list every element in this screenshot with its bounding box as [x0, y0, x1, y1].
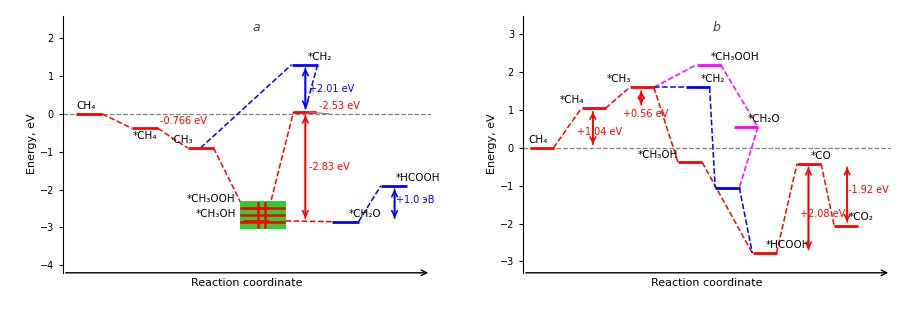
Text: *CH₂O: *CH₂O: [348, 209, 381, 219]
Text: *CH₃OOH: *CH₃OOH: [187, 194, 236, 204]
Text: a: a: [253, 21, 260, 34]
Text: +0.56 eV: +0.56 eV: [624, 109, 669, 119]
Text: *CH₃OH: *CH₃OH: [195, 209, 236, 219]
Text: *CH₄: *CH₄: [132, 131, 157, 141]
Text: +1.04 eV: +1.04 eV: [577, 127, 622, 137]
Text: *HCOOH: *HCOOH: [396, 173, 440, 183]
Text: -2.83 eV: -2.83 eV: [309, 162, 350, 172]
Text: *CH₃OH: *CH₃OH: [637, 150, 678, 160]
Text: *CH₂O: *CH₂O: [748, 114, 780, 124]
Text: -1.92 eV: -1.92 eV: [849, 184, 889, 195]
Text: *CH₃: *CH₃: [608, 74, 632, 84]
Text: -0.766 eV: -0.766 eV: [159, 116, 206, 126]
X-axis label: Reaction coordinate: Reaction coordinate: [652, 278, 763, 288]
FancyBboxPatch shape: [239, 201, 286, 229]
Text: *CH₂: *CH₂: [701, 74, 725, 84]
Text: ·CH₃: ·CH₃: [170, 135, 194, 145]
Text: b: b: [713, 21, 720, 34]
X-axis label: Reaction coordinate: Reaction coordinate: [191, 278, 302, 288]
Text: *CO: *CO: [811, 151, 832, 161]
Text: CH₄: CH₄: [76, 101, 95, 111]
Text: CH₄: CH₄: [528, 135, 548, 145]
Y-axis label: Energy, eV: Energy, eV: [487, 114, 497, 175]
Y-axis label: Energy, eV: Energy, eV: [27, 114, 37, 175]
Text: +2.01 eV: +2.01 eV: [309, 84, 355, 94]
Text: +2.08 eV: +2.08 eV: [800, 209, 845, 219]
Text: *CH₄: *CH₄: [560, 95, 584, 105]
Text: +1.0 эB: +1.0 эB: [396, 195, 434, 205]
Text: *CH₃OOH: *CH₃OOH: [711, 52, 760, 62]
Text: *HCOOH: *HCOOH: [765, 240, 810, 250]
Text: *CH₂: *CH₂: [308, 52, 332, 62]
Text: *CO₂: *CO₂: [849, 212, 873, 223]
Text: -2.53 eV: -2.53 eV: [320, 100, 360, 111]
